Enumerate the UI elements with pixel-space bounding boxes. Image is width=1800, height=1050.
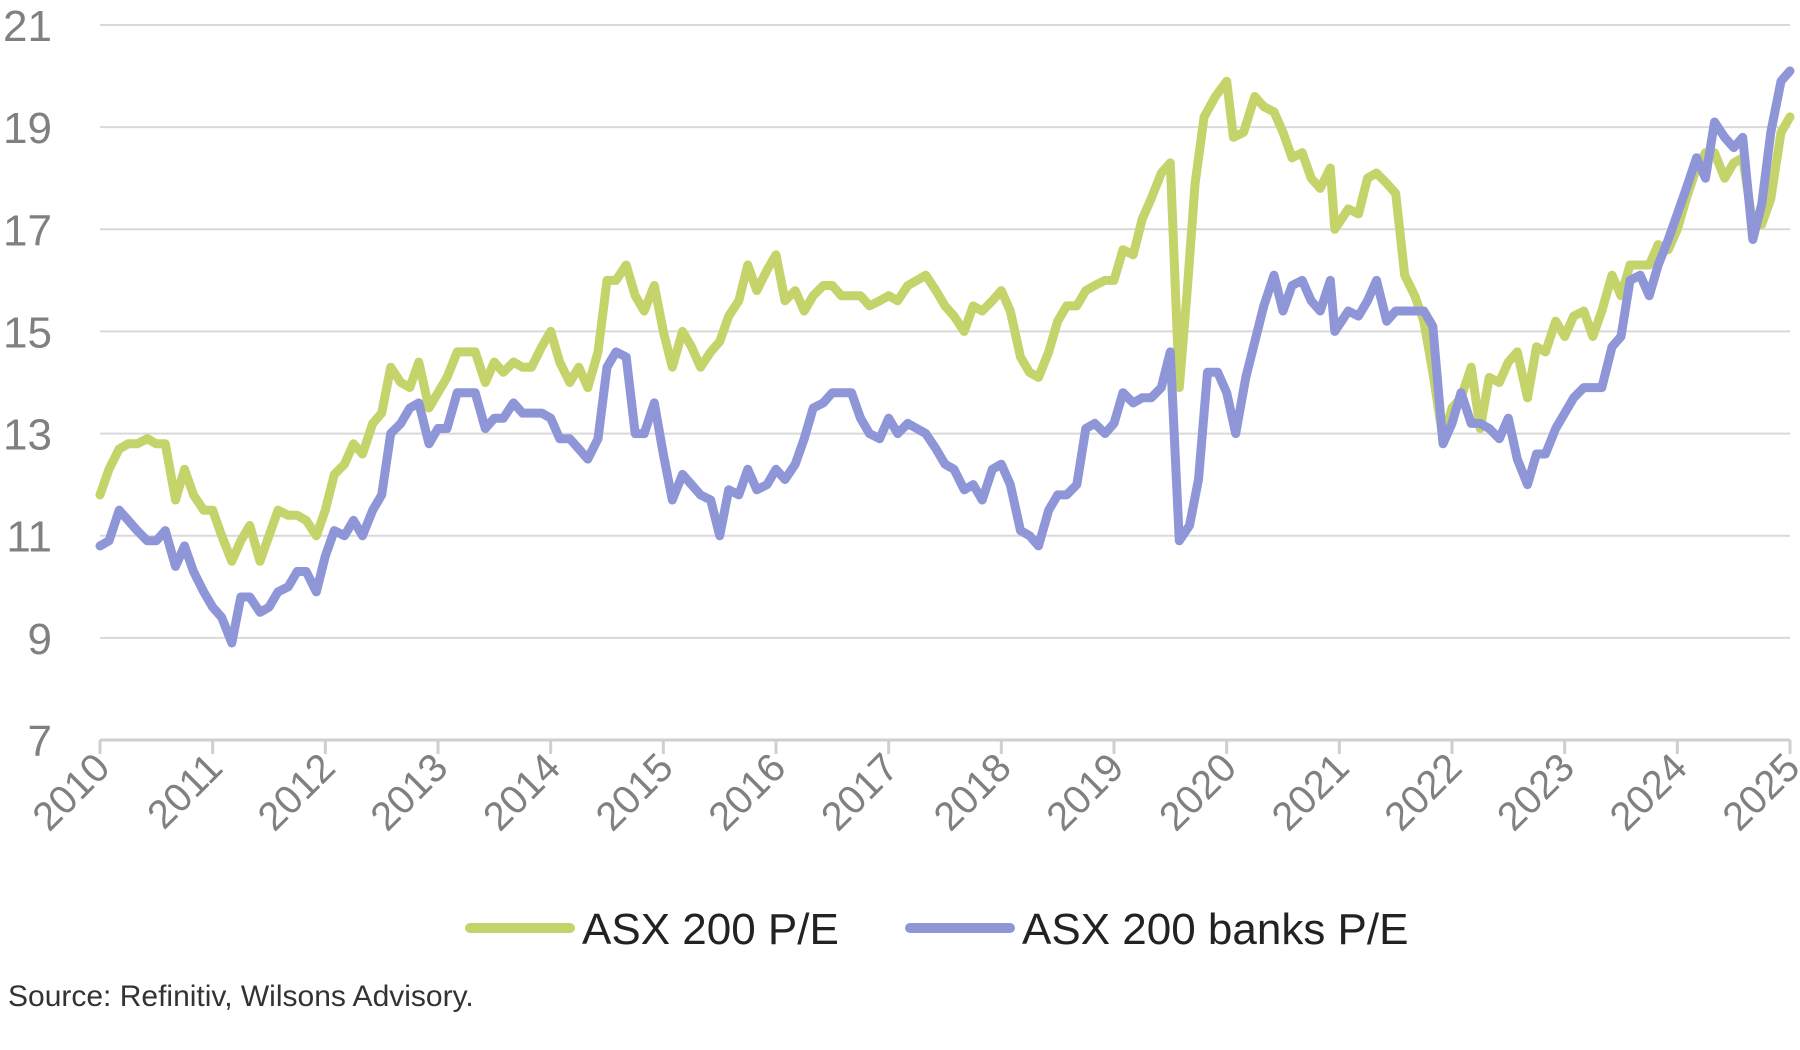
x-tick-label: 2024 <box>1602 745 1696 839</box>
x-tick-label: 2014 <box>475 745 569 839</box>
legend-label-1: ASX 200 P/E <box>582 905 839 954</box>
x-tick-label: 2020 <box>1151 745 1245 839</box>
x-tick-label: 2012 <box>250 745 344 839</box>
gridlines <box>100 24 1790 639</box>
source-note: Source: Refinitiv, Wilsons Advisory. <box>8 980 474 1013</box>
series-line-1 <box>95 76 1795 566</box>
y-tick-label: 15 <box>3 308 52 357</box>
x-tick-label: 2011 <box>139 745 231 837</box>
legend: ASX 200 P/E ASX 200 banks P/E <box>465 905 1408 954</box>
x-tick-label: 2015 <box>588 745 682 839</box>
x-tick-label: 2025 <box>1714 745 1800 839</box>
y-tick-label: 9 <box>28 615 52 664</box>
x-tick-label: 2022 <box>1376 745 1470 839</box>
series-lines <box>95 66 1795 648</box>
y-tick-label: 17 <box>3 206 52 255</box>
x-tick-label: 2023 <box>1489 745 1583 839</box>
y-tick-label: 19 <box>3 104 52 153</box>
y-tick-label: 13 <box>3 411 52 460</box>
x-axis: 2010 2011 2012 2013 2014 2015 2016 2017 2018 2019… <box>24 738 1800 839</box>
y-tick-label: 7 <box>28 717 52 766</box>
y-tick-label: 21 <box>3 2 52 51</box>
y-axis: 7 9 11 13 15 17 19 21 <box>3 2 52 766</box>
legend-label-2: ASX 200 banks P/E <box>1022 905 1408 954</box>
series-line-2 <box>95 66 1795 648</box>
x-tick-label: 2019 <box>1038 745 1132 839</box>
x-tick-label: 2013 <box>362 745 456 839</box>
x-tick-label: 2018 <box>926 745 1020 839</box>
x-tick-label: 2021 <box>1264 745 1358 839</box>
x-tick-label: 2017 <box>813 745 907 839</box>
x-tick-label: 2016 <box>700 745 794 839</box>
y-tick-label: 11 <box>6 513 52 562</box>
